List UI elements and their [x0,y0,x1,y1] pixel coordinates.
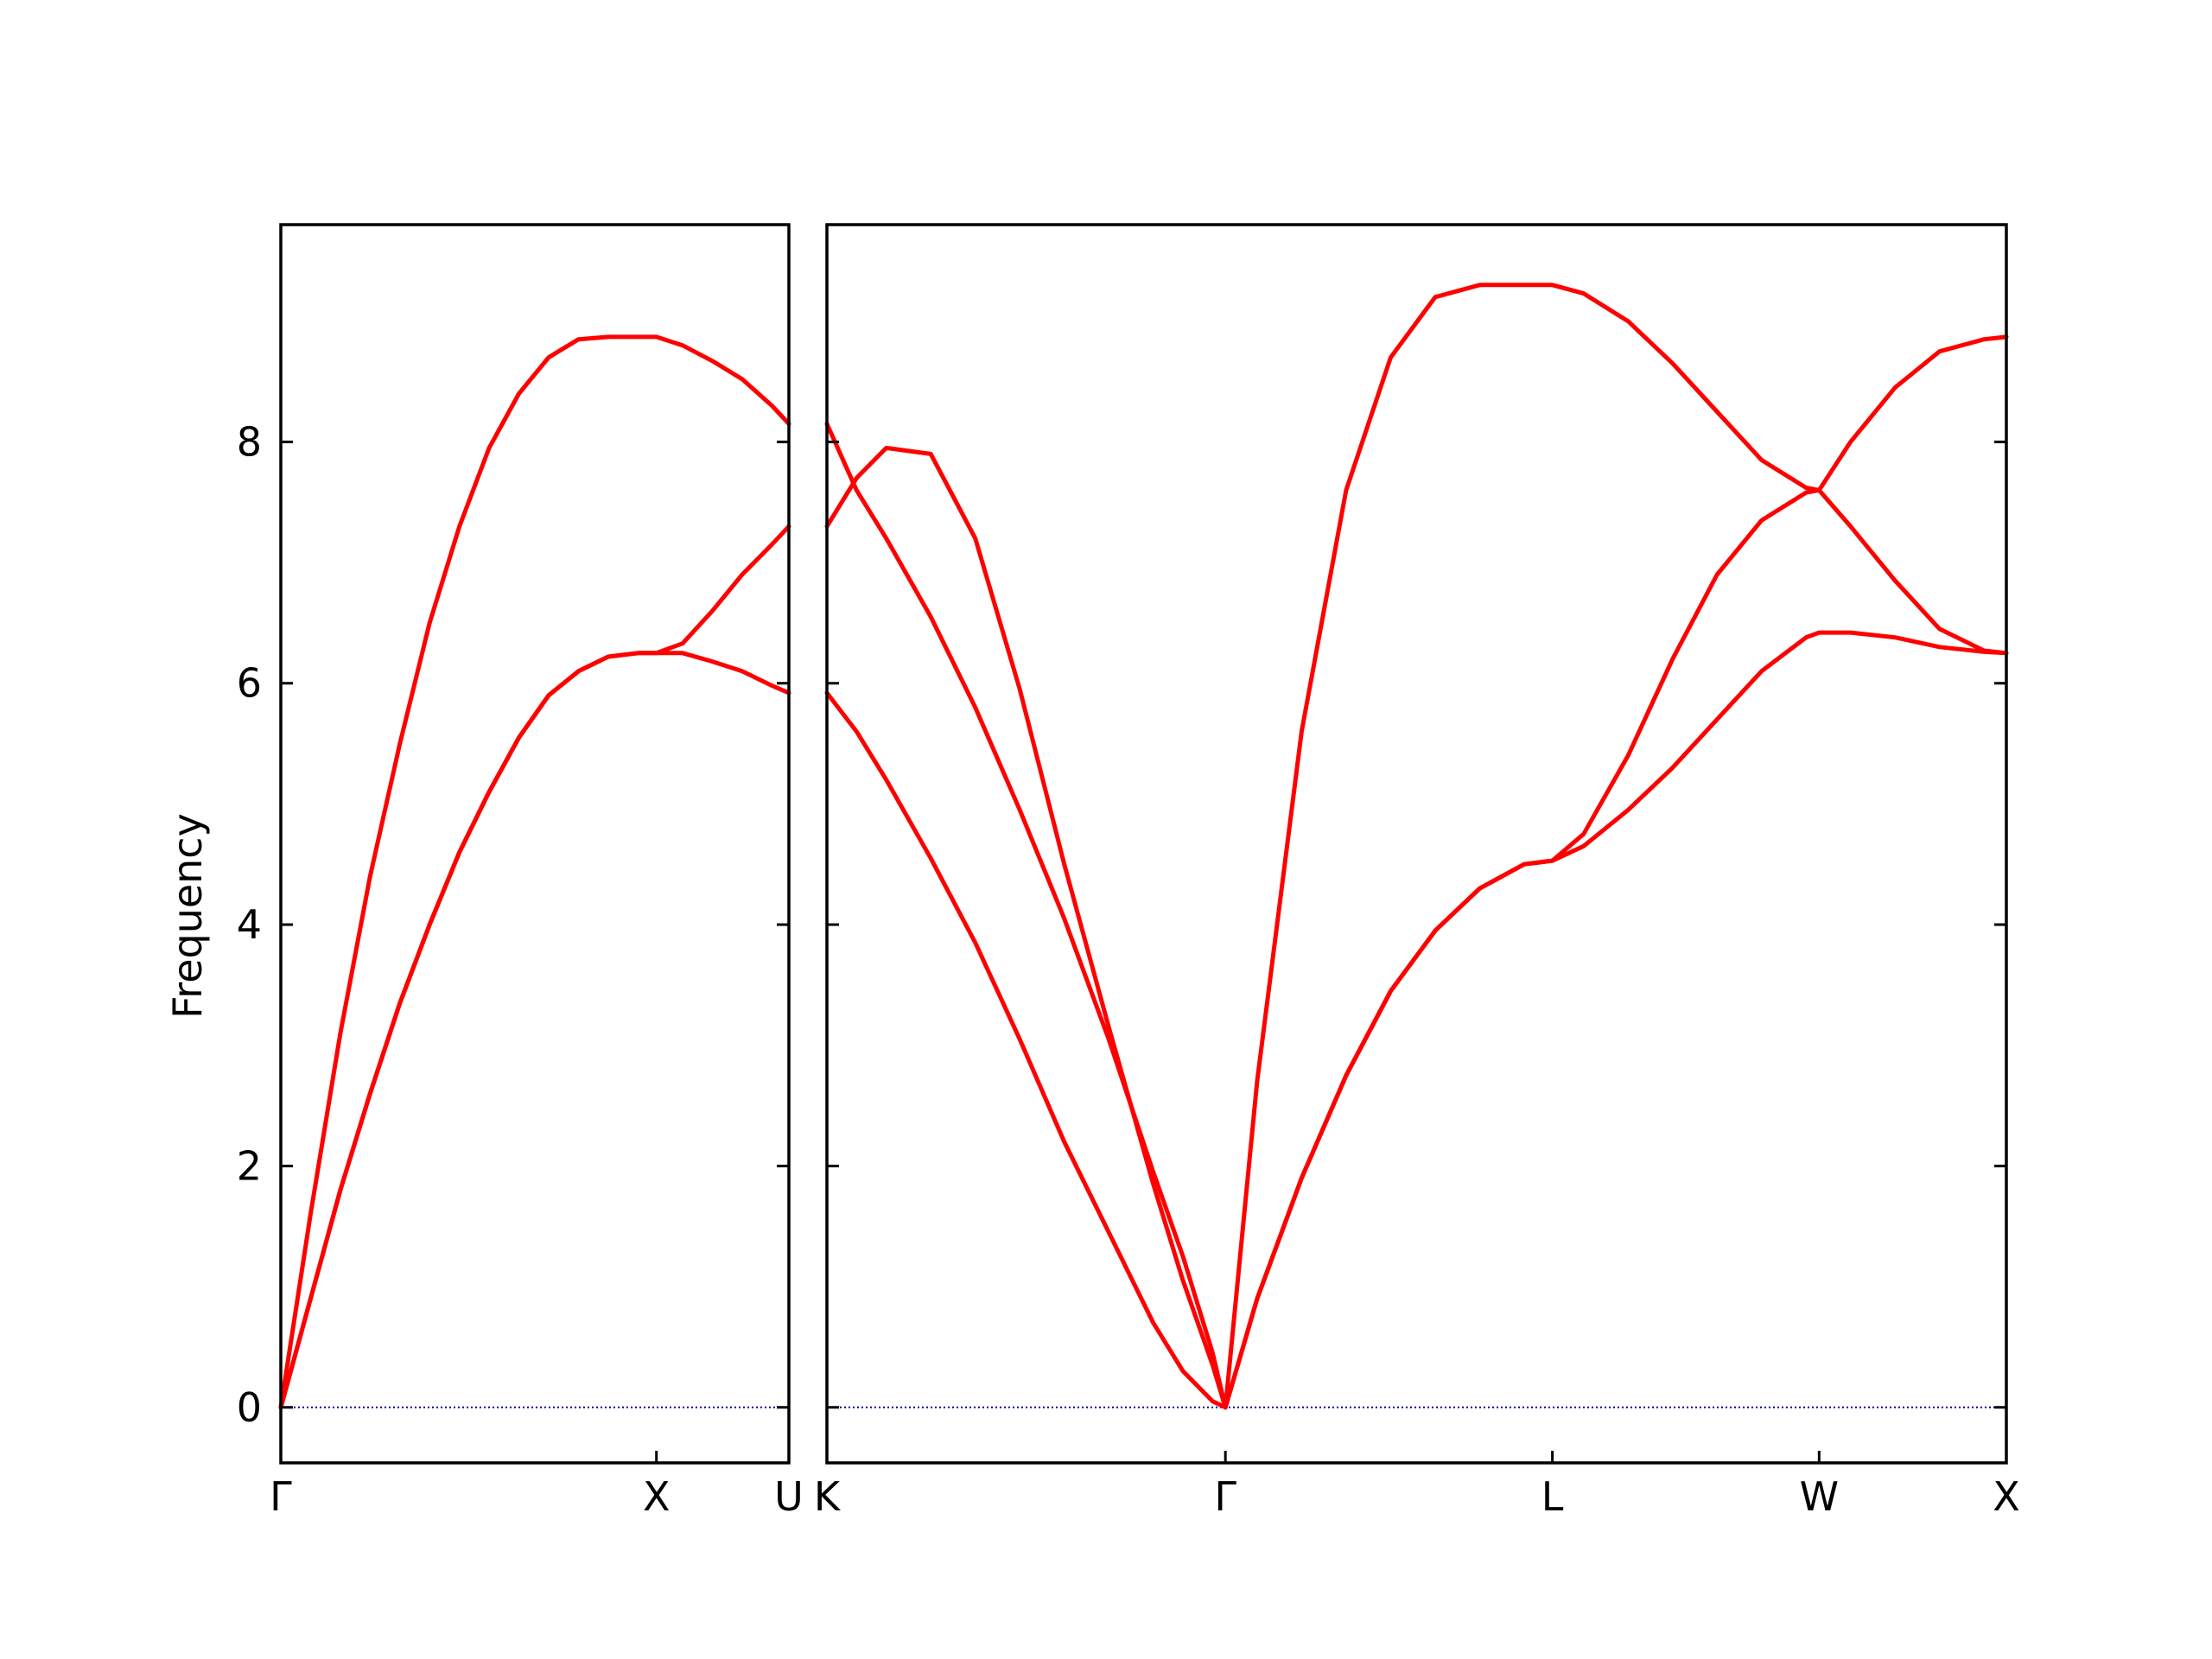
x-tick-label: Γ [270,1473,292,1520]
band-line-3 [824,690,1228,1410]
x-tick-label: X [1993,1473,2020,1520]
band-line-2 [824,422,1228,1410]
band-line-4 [1223,283,2009,1410]
y-tick-label: 8 [237,418,262,465]
y-tick-label: 4 [237,901,262,948]
y-tick-label: 2 [237,1142,262,1189]
axes-frame [825,223,2008,1465]
x-tick-label: X [643,1473,671,1520]
y-tick-label: 6 [237,660,262,707]
y-tick-label: 0 [237,1384,262,1431]
axes-frame [279,223,791,1465]
x-tick-label: L [1541,1473,1564,1520]
panel-left: 0 2 4 6 8 Γ X U [237,223,804,1520]
x-tick-label: K [814,1473,842,1520]
band-line-3 [278,651,791,1410]
band-line-1 [278,334,791,1410]
x-tick-label: Γ [1214,1473,1236,1520]
y-axis-label: Frequency [164,813,211,1019]
x-tick-label: W [1800,1473,1839,1520]
band-line-6 [1223,630,2009,1410]
x-tick-label: U [774,1473,804,1520]
band-line-1 [824,445,1228,1410]
